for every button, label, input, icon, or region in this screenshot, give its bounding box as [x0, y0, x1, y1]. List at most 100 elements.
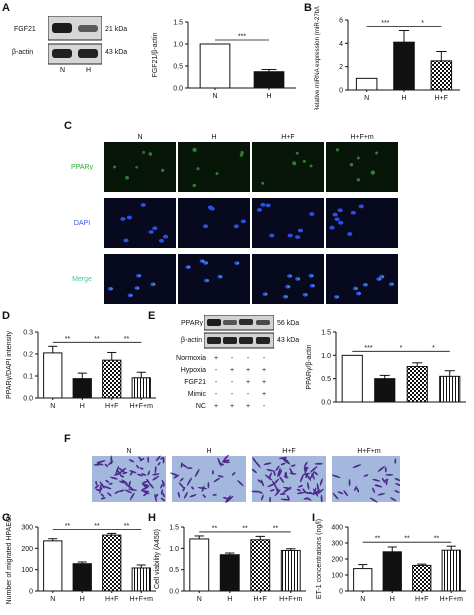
- x-tick-label: H: [266, 93, 271, 100]
- y-axis-label: ET-1 concentrations (ng/l): [316, 519, 323, 599]
- migrated-cell: [155, 493, 159, 498]
- migrated-cell: [394, 458, 397, 464]
- bar: [439, 375, 461, 403]
- x-tick-label: N: [360, 596, 365, 603]
- migrated-cell: [296, 491, 305, 495]
- bar: [72, 378, 92, 399]
- treatment-mark: +: [262, 379, 266, 386]
- migrated-cell: [225, 495, 231, 503]
- micro-row-label: Merge: [72, 276, 92, 283]
- migrated-cell: [343, 490, 349, 497]
- blot-e-size-2: 43 kDa: [277, 337, 300, 344]
- migrated-cell: [178, 482, 185, 489]
- migrated-cell: [276, 488, 279, 494]
- migrated-cell: [177, 491, 180, 498]
- migrated-cell: [267, 483, 275, 488]
- migrated-cell: [258, 491, 263, 494]
- migrated-cell: [173, 474, 180, 479]
- migrated-cell: [160, 497, 166, 502]
- y-tick-label: 1.0: [321, 353, 331, 360]
- migrated-cell: [310, 466, 318, 473]
- migrated-cell: [162, 481, 165, 488]
- migrated-cell: [385, 473, 394, 476]
- bar: [355, 77, 378, 91]
- migrated-cell: [277, 467, 281, 478]
- migrated-cell: [99, 483, 102, 494]
- treatment-mark: -: [215, 379, 218, 386]
- migrated-cell: [219, 463, 225, 466]
- migrated-cell: [307, 481, 310, 490]
- micro-nucleus: [152, 226, 158, 231]
- x-tick-label: H+F: [105, 596, 118, 603]
- migrated-cell: [348, 478, 351, 487]
- y-tick-label: 2: [339, 64, 343, 71]
- micro-nucleus: [358, 204, 364, 209]
- micro-overlay: [206, 279, 209, 282]
- treatment-table: Normoxia + - - - Hypoxia - + + + FGF21 - - + + Mimic - - -…: [176, 355, 266, 410]
- y-tick-label: 400: [331, 525, 343, 532]
- y-tick-label: 0.2: [23, 352, 33, 359]
- immunofluorescence-panel: N H H+F H+F+m PPARγ DAPI Merge: [71, 134, 398, 304]
- y-tick-label: 0: [339, 589, 343, 596]
- micro-signal: [261, 181, 265, 185]
- migrated-cell: [212, 470, 214, 475]
- bar: [219, 554, 240, 592]
- migrated-cell: [261, 494, 264, 501]
- micro-overlay: [130, 294, 133, 297]
- x-tick-label: N: [197, 596, 202, 603]
- migrated-cell: [207, 481, 210, 489]
- migrated-cell: [260, 479, 264, 487]
- micro-nucleus: [126, 215, 133, 220]
- bar: [374, 378, 396, 403]
- micro-overlay: [365, 283, 368, 286]
- y-tick-label: 1.5: [173, 20, 183, 27]
- micro-overlay: [310, 274, 314, 277]
- micro-signal: [295, 151, 299, 155]
- migrated-cell: [337, 491, 344, 495]
- micro-nucleus: [202, 224, 209, 229]
- micro-overlay: [336, 295, 339, 298]
- micro-nucleus: [287, 233, 293, 238]
- treatment-mark: +: [246, 367, 250, 374]
- migrated-cell: [116, 469, 122, 476]
- micro-overlay: [289, 275, 292, 278]
- treatment-mark: +: [214, 403, 218, 410]
- migrated-cell: [142, 483, 150, 487]
- x-tick-label: N: [212, 93, 217, 100]
- migrated-cell: [302, 472, 311, 476]
- migrated-cell: [118, 467, 126, 473]
- migrated-cell: [272, 480, 277, 488]
- migrated-cell: [394, 478, 400, 482]
- micro-nucleus: [347, 232, 353, 236]
- migrated-cell: [157, 462, 161, 466]
- micro-tile: [104, 254, 176, 304]
- significance-label: **: [434, 536, 440, 543]
- significance-label: *: [400, 345, 403, 352]
- migrated-cell: [316, 483, 320, 493]
- migrated-cell: [283, 486, 292, 490]
- micro-overlay: [305, 293, 308, 296]
- blot-a-band-label-2: β-actin: [12, 49, 34, 56]
- migrated-cell: [354, 486, 358, 491]
- bar: [102, 534, 122, 592]
- micro-signal: [161, 168, 165, 173]
- blot-e-band-label-1: PPARγ: [181, 320, 204, 327]
- migrated-cell: [119, 474, 125, 478]
- y-tick-label: 0.0: [23, 396, 33, 403]
- y-tick-label: 200: [21, 546, 33, 553]
- y-tick-label: 0.5: [321, 376, 331, 383]
- migrated-cell: [290, 464, 296, 467]
- micro-signal: [192, 183, 196, 188]
- treatment-mark: -: [247, 355, 250, 362]
- migrated-cell: [179, 477, 184, 482]
- migrated-cell: [148, 482, 154, 489]
- panel-label-h: H: [148, 512, 156, 524]
- migrated-cell: [363, 474, 369, 477]
- significance-label: **: [94, 336, 100, 343]
- treatment-mark: -: [231, 391, 234, 398]
- migrated-cell: [320, 494, 323, 503]
- micro-signal: [335, 148, 340, 152]
- migrated-cell: [141, 473, 147, 476]
- micro-signal: [215, 172, 219, 176]
- micro-nucleus: [350, 210, 356, 215]
